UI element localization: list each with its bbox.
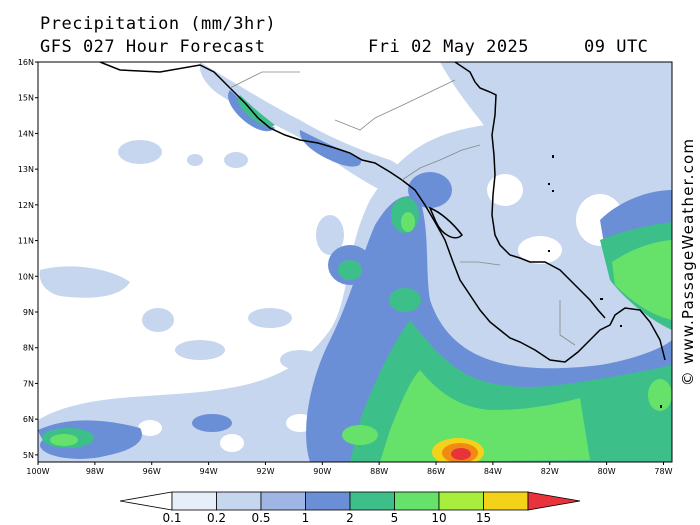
lon-label: 88W: [370, 467, 388, 476]
colorbar-label: 1: [302, 511, 310, 525]
colorbar-label: 0.5: [251, 511, 270, 525]
colorbar-label: 0.2: [207, 511, 226, 525]
lat-label: 11N: [18, 237, 34, 246]
colorbar-segment: [305, 491, 351, 511]
coastline: [99, 62, 666, 363]
lon-label: 94W: [200, 467, 218, 476]
lon-label: 86W: [427, 467, 445, 476]
colorbar-high-arrow: [527, 491, 581, 511]
forecast-date: Fri 02 May 2025: [368, 37, 530, 57]
country-borders: [229, 71, 576, 346]
forecast-model-label: GFS 027 Hour Forecast: [40, 37, 266, 57]
colorbar-label: 2: [346, 511, 354, 525]
lon-label: 100W: [26, 467, 49, 476]
colorbar-low-arrow: [119, 491, 173, 511]
lon-label: 96W: [143, 467, 161, 476]
forecast-time: 09 UTC: [584, 37, 649, 57]
colorbar-segment: [216, 491, 262, 511]
lat-label: 15N: [18, 94, 34, 103]
lon-label: 92W: [256, 467, 274, 476]
colorbar-label: 15: [476, 511, 491, 525]
lat-label: 6N: [23, 415, 34, 424]
colorbar-label: 10: [431, 511, 446, 525]
lat-label: 12N: [18, 201, 34, 210]
colorbar-segment: [260, 491, 306, 511]
lat-label: 14N: [18, 129, 34, 138]
colorbar-label: 0.1: [162, 511, 181, 525]
lon-label: 84W: [484, 467, 502, 476]
lat-label: 13N: [18, 165, 34, 174]
colorbar-segment: [349, 491, 395, 511]
precip-colorbar: 0.1 0.2 0.5 1 2 5 10 15: [119, 491, 581, 525]
heavy-rain-cell: [432, 438, 484, 462]
lat-label: 7N: [23, 379, 34, 388]
lon-label: 78W: [654, 467, 672, 476]
latitude-axis: 16N 15N 14N 13N 12N 11N 10N 9N 8N 7N 6N 5N: [18, 58, 38, 460]
lon-label: 82W: [541, 467, 559, 476]
lon-label: 98W: [86, 467, 104, 476]
lat-label: 5N: [23, 451, 34, 460]
colorbar-segment: [171, 491, 217, 511]
colorbar-label: 5: [391, 511, 399, 525]
lat-label: 8N: [23, 344, 34, 353]
lat-label: 9N: [23, 308, 34, 317]
precip-field: [38, 62, 672, 462]
map-frame: [37, 61, 673, 463]
lon-label: 80W: [598, 467, 616, 476]
colorbar-segment: [483, 491, 529, 511]
lon-label: 90W: [313, 467, 331, 476]
lat-label: 16N: [18, 58, 34, 67]
colorbar-segment: [394, 491, 440, 511]
islands: [548, 155, 662, 408]
longitude-axis: 100W 98W 96W 94W 92W 90W 88W 86W 84W 82W 80W 78W: [26, 462, 673, 476]
map-title: Precipitation (mm/3hr): [40, 14, 277, 34]
lat-label: 10N: [18, 272, 34, 281]
colorbar-segment: [438, 491, 484, 511]
